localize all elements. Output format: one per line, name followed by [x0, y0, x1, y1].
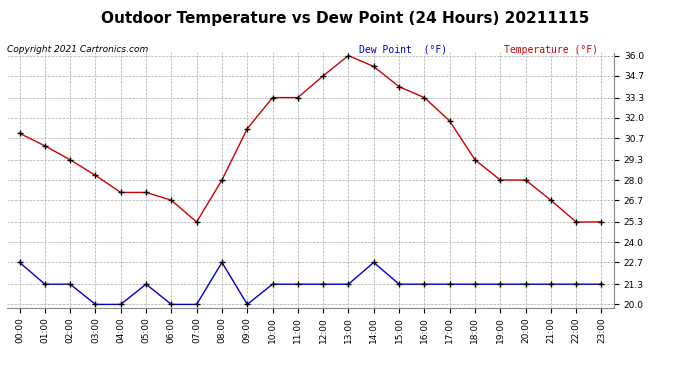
Text: Copyright 2021 Cartronics.com: Copyright 2021 Cartronics.com [7, 45, 148, 54]
Text: Dew Point  (°F): Dew Point (°F) [359, 45, 447, 55]
Text: Temperature (°F): Temperature (°F) [504, 45, 598, 55]
Text: Outdoor Temperature vs Dew Point (24 Hours) 20211115: Outdoor Temperature vs Dew Point (24 Hou… [101, 11, 589, 26]
